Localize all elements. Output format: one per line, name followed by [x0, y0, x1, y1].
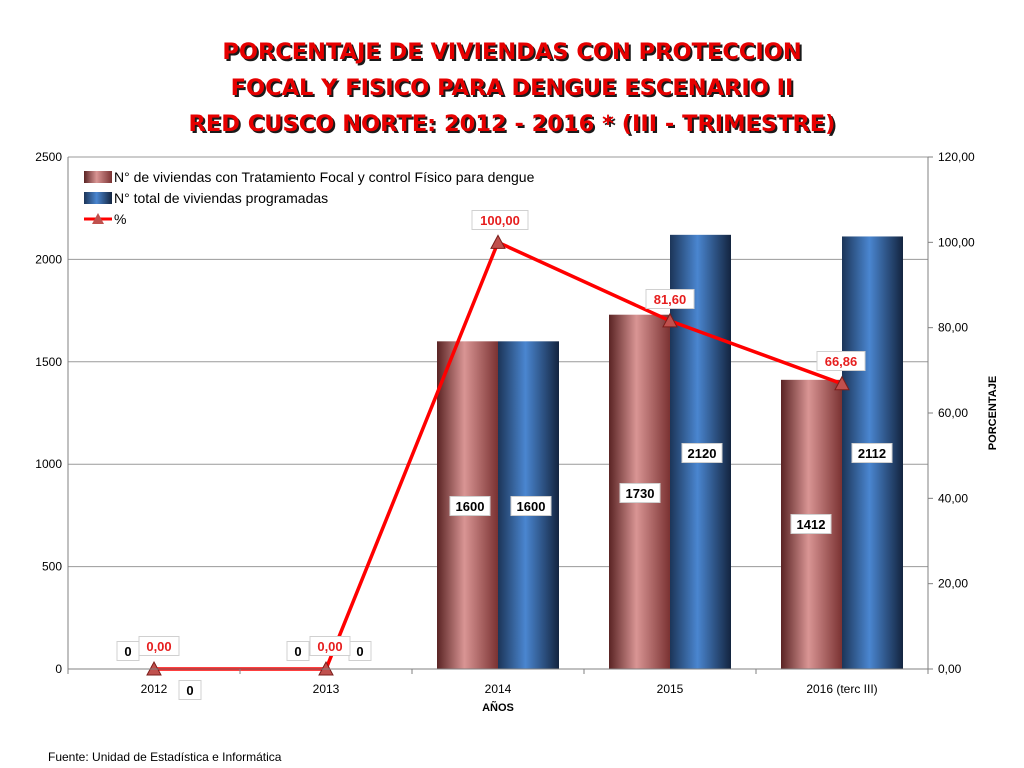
legend-swatch-programmed	[84, 192, 112, 204]
source-note: Fuente: Unidad de Estadística e Informát…	[48, 750, 282, 764]
bar-programmed-label-group: 2120	[681, 443, 723, 463]
percent-label-box	[816, 351, 866, 371]
percent-label: 0,00	[317, 639, 342, 654]
legend-label-percent: %	[114, 211, 126, 227]
legend-label-programmed: N° total de viviendas programadas	[114, 190, 328, 206]
bar-treated-label-group: 1412	[790, 514, 832, 534]
y2-tick-label: 80,00	[938, 321, 968, 335]
bar-treated-label-box	[286, 641, 310, 661]
y-tick-label: 2500	[35, 150, 62, 164]
y2-tick-label: 60,00	[938, 406, 968, 420]
legend-swatch-treated	[84, 171, 112, 183]
percent-label-box	[645, 289, 695, 309]
bar-treated-label: 1730	[626, 486, 655, 501]
x-axis-title: AÑOS	[482, 701, 514, 714]
legend-swatch-percent-marker	[92, 213, 104, 224]
legend-label-treated: N° de viviendas con Tratamiento Focal y …	[114, 169, 535, 185]
title-line-3: RED CUSCO NORTE: 2012 - 2016 * (III - TR…	[188, 111, 836, 137]
bar-programmed-label: 2120	[688, 446, 717, 461]
percent-label-box	[471, 210, 529, 230]
percent-label: 66,86	[825, 354, 858, 369]
bar-treated-label: 1600	[456, 499, 485, 514]
percent-label-group: 66,86	[816, 351, 866, 371]
percent-label-group: 100,00	[471, 210, 529, 230]
title-line-2: FOCAL Y FISICO PARA DENGUE ESCENARIO II	[230, 75, 794, 101]
bar-programmed-label-box	[510, 496, 552, 516]
y-tick-label: 0	[55, 662, 62, 676]
y-tick-label: 1000	[35, 457, 62, 471]
bar-programmed-label: 1600	[517, 499, 546, 514]
bar-treated-label-group: 1600	[449, 496, 491, 516]
bar-programmed-label-group: 2112	[851, 443, 893, 463]
x-tick-label: 2016 (terc III)	[806, 682, 877, 696]
bar-programmed-label-group: 0	[348, 641, 372, 661]
x-tick-label: 2013	[313, 682, 340, 696]
bar-treated-label: 1412	[797, 517, 826, 532]
y2-axis-title: PORCENTAJE	[987, 376, 999, 450]
x-tick-label: 2015	[657, 682, 684, 696]
percent-label-group: 0,00	[138, 636, 180, 656]
percent-label-box	[309, 636, 351, 656]
percent-marker	[834, 375, 850, 391]
bar-programmed-label-box	[178, 680, 202, 700]
bar-treated-label-group: 0	[286, 641, 310, 661]
y2-tick-label: 40,00	[938, 491, 968, 505]
percent-label-group: 0,00	[309, 636, 351, 656]
percent-label-box	[138, 636, 180, 656]
bar-treated-label-group: 1730	[619, 483, 661, 503]
bar-programmed-label-box	[681, 443, 723, 463]
y-tick-label: 1500	[35, 355, 62, 369]
chart-title: PORCENTAJE DE VIVIENDAS CON PROTECCION F…	[0, 34, 1024, 142]
bar-programmed-label: 0	[186, 683, 193, 698]
percent-label: 0,00	[146, 639, 171, 654]
bar-programmed-label-box	[851, 443, 893, 463]
y-tick-label: 500	[42, 560, 62, 574]
y2-tick-label: 100,00	[938, 235, 975, 249]
percent-label: 81,60	[654, 292, 687, 307]
y-tick-label: 2000	[35, 252, 62, 266]
title-line-1: PORCENTAJE DE VIVIENDAS CON PROTECCION	[222, 39, 802, 65]
y2-tick-label: 120,00	[938, 150, 975, 164]
x-tick-label: 2014	[485, 682, 512, 696]
bar-treated-label: 0	[124, 644, 131, 659]
percent-label-group: 81,60	[645, 289, 695, 309]
bar-programmed-label-group: 0	[178, 680, 202, 700]
bar-treated-label: 0	[294, 644, 301, 659]
bar-programmed-label-group: 1600	[510, 496, 552, 516]
y2-tick-label: 0,00	[938, 662, 962, 676]
bar-treated-label-box	[449, 496, 491, 516]
bar-programmed-label: 0	[356, 644, 363, 659]
bar-treated-label-box	[790, 514, 832, 534]
bar-programmed-label: 2112	[858, 446, 886, 461]
percent-marker	[662, 312, 678, 328]
percent-marker	[490, 234, 506, 249]
percent-label: 100,00	[480, 213, 520, 228]
bar-treated-label-group: 0	[116, 641, 140, 661]
bar-treated-label-box	[619, 483, 661, 503]
y2-tick-label: 20,00	[938, 577, 968, 591]
x-tick-label: 2012	[141, 682, 168, 696]
